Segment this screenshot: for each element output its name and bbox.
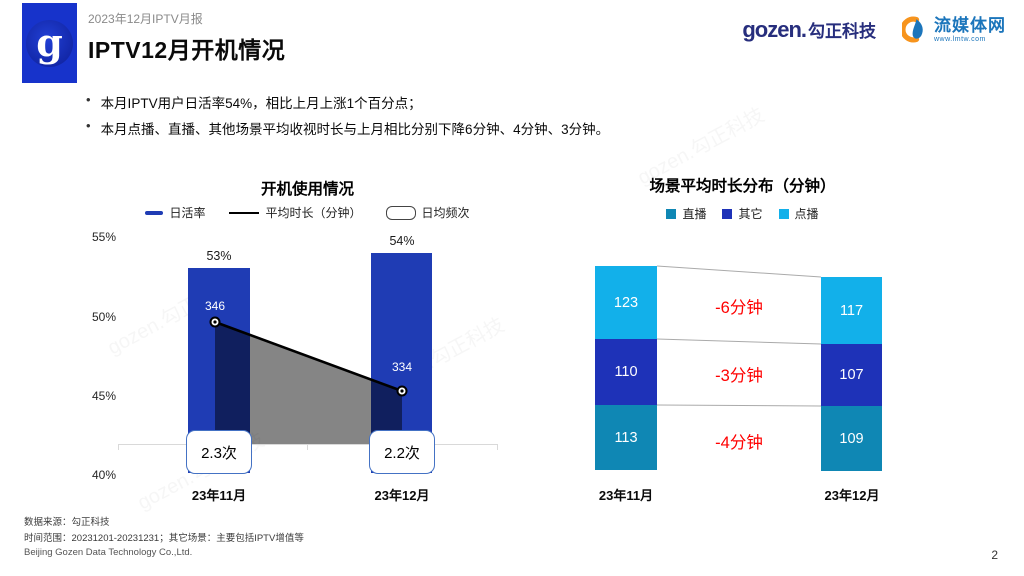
segment-live-nov: 113 [595, 405, 657, 470]
lmtw-name: 流媒体网 [934, 15, 1006, 35]
segment-vod-dec: 117 [821, 277, 882, 344]
gozen-logo-circle-icon: g [26, 19, 73, 67]
segment-live-dec: 109 [821, 406, 882, 471]
y-tick-55: 55% [91, 230, 116, 244]
right-chart-legend: 直播 其它 点播 [595, 205, 890, 222]
x-axis-tick [497, 444, 498, 450]
y-tick-45: 45% [91, 389, 116, 403]
footer-range: 时间范围：20231201-20231231；其它场景：主要包括IPTV增值等 [24, 533, 304, 544]
lmtw-url: www.lmtw.com [934, 35, 986, 43]
legend-vod-swatch-icon [778, 208, 789, 219]
page-title: IPTV12月开机情况 [88, 37, 286, 63]
right-xcat-nov: 23年11月 [598, 488, 654, 503]
legend-vod-label: 点播 [794, 207, 819, 221]
left-chart-legend: 日活率 平均时长（分钟） 日均频次 [110, 204, 505, 221]
avg-duration-label-dec: 334 [391, 360, 413, 374]
gozen-logo-letter: g [36, 20, 63, 65]
bullet-dot: • [86, 92, 91, 107]
segment-other-dec: 107 [821, 344, 882, 406]
freq-callout-dec: 2.2次 [369, 430, 435, 474]
legend-item-daily-active: 日活率 [145, 204, 205, 221]
gozen-wordmark: gozen. 勾正科技 [742, 17, 876, 43]
left-chart-title: 开机使用情况 [260, 181, 354, 198]
bar-label-dec: 54% [389, 234, 415, 248]
avg-duration-label-nov: 346 [204, 299, 226, 313]
y-tick-40: 40% [91, 468, 116, 482]
bullet-2-text: 本月点播、直播、其他场景平均收视时长与上月相比分别下降6分钟、4分钟、3分钟。 [100, 122, 610, 137]
legend-daily-active-label: 日活率 [169, 206, 206, 220]
legend-line-swatch-icon [229, 211, 260, 214]
footer-source: 数据来源：勾正科技 [24, 517, 110, 528]
left-xcat-nov: 23年11月 [191, 488, 247, 503]
freq-callout-nov: 2.3次 [186, 430, 252, 474]
bar-label-nov: 53% [206, 249, 232, 263]
delta-vod: -6分钟 [715, 299, 763, 317]
footer-company: Beijing Gozen Data Technology Co.,Ltd. [24, 547, 193, 558]
right-xcat-dec: 23年12月 [824, 488, 880, 503]
bullet-1: • 本月IPTV用户日活率54%，相比上月上涨1个百分点； [86, 92, 422, 112]
y-tick-50: 50% [91, 310, 116, 324]
legend-item-live: 直播 [666, 205, 706, 222]
delta-live: -4分钟 [715, 434, 763, 452]
legend-other-label: 其它 [738, 207, 763, 221]
avg-duration-line-chart [209, 316, 408, 444]
x-axis-tick [118, 444, 119, 450]
legend-box-swatch-icon [385, 205, 416, 220]
legend-other-swatch-icon [722, 208, 733, 219]
lmtw-logo: 流媒体网 www.lmtw.com [902, 16, 1006, 43]
legend-avg-duration-label: 平均时长（分钟） [265, 206, 362, 220]
legend-item-daily-freq: 日均频次 [385, 204, 470, 221]
segment-other-nov: 110 [595, 339, 657, 405]
gozen-logo-mark: g [22, 3, 77, 83]
report-subtitle: 2023年12月IPTV月报 [88, 12, 203, 26]
delta-other: -3分钟 [715, 367, 763, 385]
x-axis-line [118, 444, 498, 445]
left-xcat-dec: 23年12月 [374, 488, 430, 503]
bullet-dot: • [86, 118, 91, 133]
legend-item-avg-duration: 平均时长（分钟） [229, 204, 362, 221]
gozen-wordmark-en: gozen. [742, 16, 807, 42]
segment-vod-nov: 123 [595, 266, 657, 339]
stack-connector-lines [657, 265, 821, 407]
legend-bar-swatch-icon [145, 210, 164, 215]
gozen-wordmark-cn: 勾正科技 [808, 21, 876, 41]
lmtw-texts: 流媒体网 www.lmtw.com [934, 17, 1006, 43]
brand-logos: gozen. 勾正科技 流媒体网 www.lmtw.com [742, 16, 1006, 43]
legend-live-swatch-icon [666, 208, 677, 219]
avg-duration-area [215, 322, 402, 444]
legend-item-vod: 点播 [778, 205, 819, 222]
page-number: 2 [991, 548, 998, 562]
bullet-1-text: 本月IPTV用户日活率54%，相比上月上涨1个百分点； [100, 96, 422, 111]
lmtw-logo-icon [902, 16, 923, 43]
right-chart-title: 场景平均时长分布（分钟） [649, 178, 836, 195]
bullet-2: • 本月点播、直播、其他场景平均收视时长与上月相比分别下降6分钟、4分钟、3分钟… [86, 118, 609, 138]
legend-item-other: 其它 [722, 205, 763, 222]
legend-daily-freq-label: 日均频次 [421, 206, 470, 220]
avg-duration-line [214, 320, 403, 393]
x-axis-tick [307, 444, 308, 450]
legend-live-label: 直播 [682, 207, 707, 221]
